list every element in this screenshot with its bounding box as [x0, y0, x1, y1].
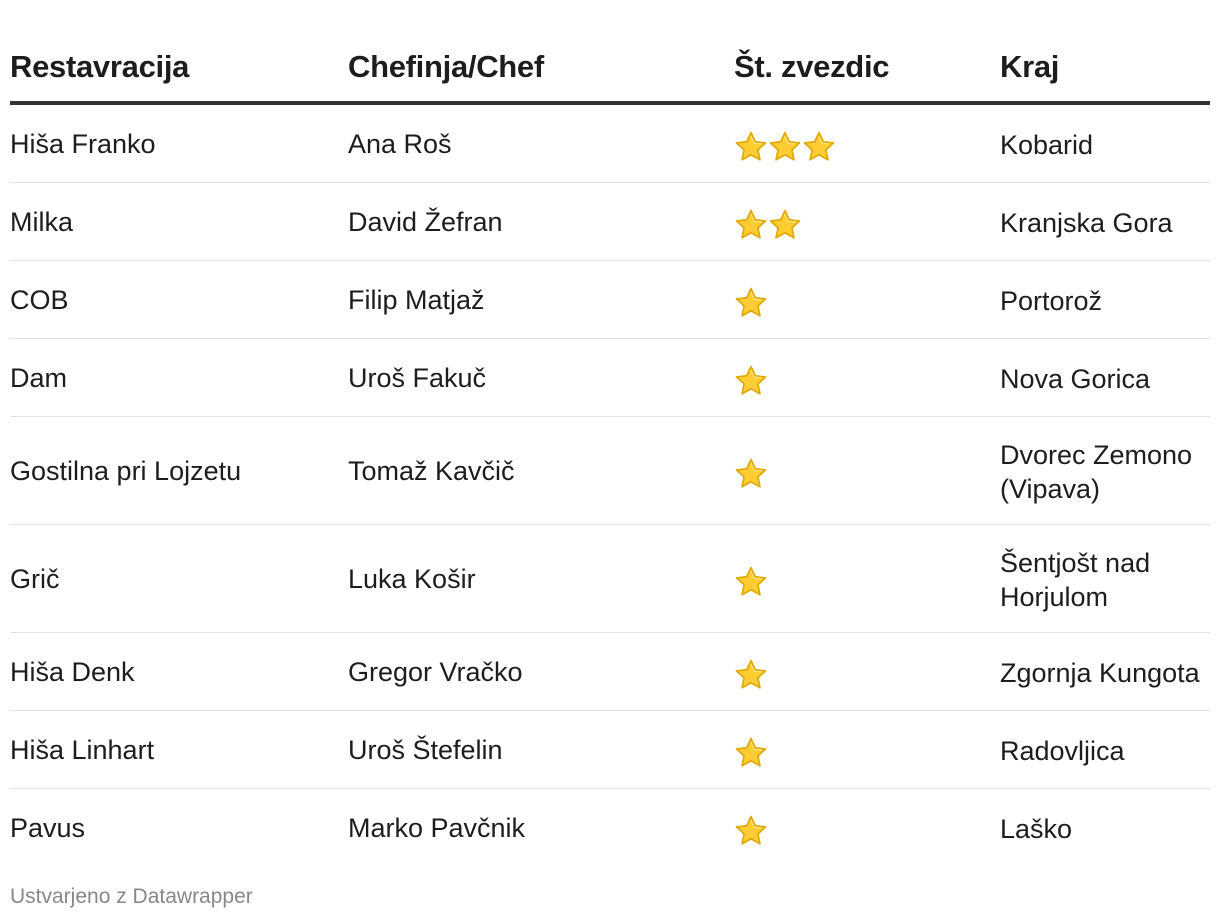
table-row: Hiša Denk Gregor Vračko Zgornja Kungota	[10, 632, 1210, 711]
star-rating	[734, 565, 768, 599]
table-row: Grič Luka Košir Šentjošt nad Horjulom	[10, 524, 1210, 633]
table-row: COB Filip Matjaž Portorož	[10, 260, 1210, 339]
cell-zvezdice	[734, 260, 1000, 339]
cell-chef: Uroš Štefelin	[348, 710, 734, 789]
table-header: Restavracija Chefinja/Chef Št. zvezdic K…	[10, 40, 1210, 105]
cell-kraj: Radovljica	[1000, 710, 1210, 789]
cell-zvezdice	[734, 416, 1000, 525]
cell-chef: Uroš Fakuč	[348, 338, 734, 417]
column-header-zvezdice[interactable]: Št. zvezdic	[734, 40, 1000, 105]
cell-restavracija: Dam	[10, 338, 348, 417]
star-icon	[734, 130, 768, 164]
cell-zvezdice	[734, 710, 1000, 789]
star-rating	[734, 814, 768, 848]
star-icon	[768, 130, 802, 164]
cell-zvezdice	[734, 524, 1000, 633]
star-rating	[734, 130, 836, 164]
star-rating	[734, 457, 768, 491]
cell-restavracija: Hiša Franko	[10, 103, 348, 183]
star-icon	[734, 565, 768, 599]
cell-restavracija: Hiša Denk	[10, 632, 348, 711]
star-icon	[734, 736, 768, 770]
cell-restavracija: COB	[10, 260, 348, 339]
cell-chef: Ana Roš	[348, 103, 734, 183]
cell-restavracija: Grič	[10, 524, 348, 633]
cell-restavracija: Gostilna pri Lojzetu	[10, 416, 348, 525]
column-header-chef[interactable]: Chefinja/Chef	[348, 40, 734, 105]
star-rating	[734, 364, 768, 398]
cell-zvezdice	[734, 103, 1000, 183]
star-icon	[734, 286, 768, 320]
cell-kraj: Kobarid	[1000, 103, 1210, 183]
table-row: Gostilna pri Lojzetu Tomaž Kavčič Dvorec…	[10, 416, 1210, 525]
restaurants-table: Restavracija Chefinja/Chef Št. zvezdic K…	[10, 40, 1210, 866]
table-body: Hiša Franko Ana Roš Kobarid Milka David …	[10, 103, 1210, 866]
cell-zvezdice	[734, 632, 1000, 711]
cell-kraj: Laško	[1000, 813, 1073, 844]
cell-chef: Gregor Vračko	[348, 632, 734, 711]
cell-zvezdice	[734, 182, 1000, 261]
column-header-restavracija[interactable]: Restavracija	[10, 40, 348, 105]
star-icon	[734, 457, 768, 491]
table-row: Dam Uroš Fakuč Nova Gorica	[10, 338, 1210, 417]
cell-restavracija: Hiša Linhart	[10, 710, 348, 789]
cell-chef: Luka Košir	[348, 524, 734, 633]
table-row: Milka David Žefran Kranjska Gora	[10, 182, 1210, 261]
cell-restavracija: Milka	[10, 182, 348, 261]
cell-chef: David Žefran	[348, 182, 734, 261]
star-icon	[734, 814, 768, 848]
restaurants-table-container: Restavracija Chefinja/Chef Št. zvezdic K…	[10, 40, 1210, 866]
star-rating	[734, 208, 802, 242]
star-icon	[768, 208, 802, 242]
star-rating	[734, 286, 768, 320]
star-rating	[734, 736, 768, 770]
table-row: Hiša Franko Ana Roš Kobarid	[10, 103, 1210, 183]
cell-zvezdice	[734, 338, 1000, 417]
cell-restavracija: Pavus	[10, 812, 86, 843]
datawrapper-credit[interactable]: Ustvarjeno z Datawrapper	[10, 885, 253, 908]
star-icon	[734, 658, 768, 692]
cell-chef: Tomaž Kavčič	[348, 416, 734, 525]
cell-kraj: Portorož	[1000, 260, 1210, 339]
column-header-kraj[interactable]: Kraj	[1000, 40, 1210, 105]
table-row: Pavus Marko Pavčnik Laško	[10, 789, 1210, 867]
cell-kraj: Nova Gorica	[1000, 338, 1210, 417]
cell-zvezdice	[734, 789, 1000, 867]
cell-kraj: Zgornja Kungota	[1000, 632, 1210, 711]
star-icon	[734, 364, 768, 398]
cell-kraj: Šentjošt nad Horjulom	[1000, 524, 1210, 633]
star-icon	[802, 130, 836, 164]
table-row: Hiša Linhart Uroš Štefelin Radovljica	[10, 710, 1210, 789]
header-row: Restavracija Chefinja/Chef Št. zvezdic K…	[10, 40, 1210, 105]
cell-kraj: Dvorec Zemono (Vipava)	[1000, 416, 1210, 525]
cell-chef: Marko Pavčnik	[348, 812, 526, 843]
star-rating	[734, 658, 768, 692]
cell-chef: Filip Matjaž	[348, 260, 734, 339]
star-icon	[734, 208, 768, 242]
cell-kraj: Kranjska Gora	[1000, 182, 1210, 261]
